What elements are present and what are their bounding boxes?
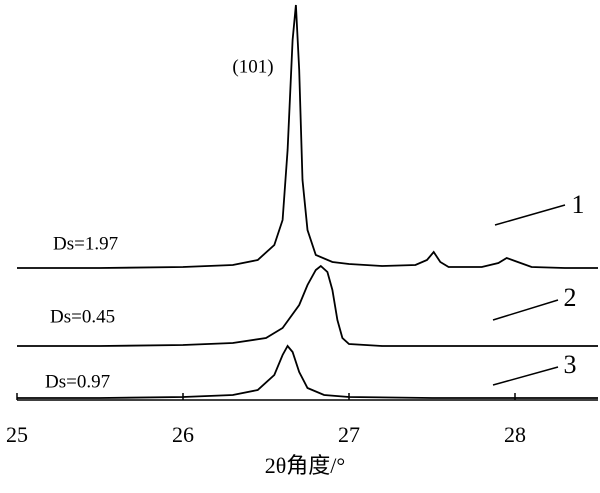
series-line [17, 344, 598, 399]
series-line [17, 264, 598, 347]
series-label: 1 [572, 190, 585, 219]
leader-line [492, 366, 559, 386]
x-tick-label: 26 [172, 422, 194, 447]
series-line [17, 4, 598, 269]
annotation: Ds=0.97 [45, 371, 110, 392]
annotation: Ds=1.97 [53, 233, 118, 254]
annotation: Ds=0.45 [50, 306, 115, 327]
leader-line [494, 204, 566, 226]
x-axis-label: 2θ角度/° [265, 453, 345, 478]
x-tick-label: 27 [338, 422, 360, 447]
x-tick-label: 28 [504, 422, 526, 447]
x-tick-label: 25 [6, 422, 28, 447]
series-label: 3 [564, 350, 577, 379]
series-label: 2 [564, 283, 577, 312]
leader-line [492, 299, 559, 321]
annotation: (101) [232, 56, 273, 77]
